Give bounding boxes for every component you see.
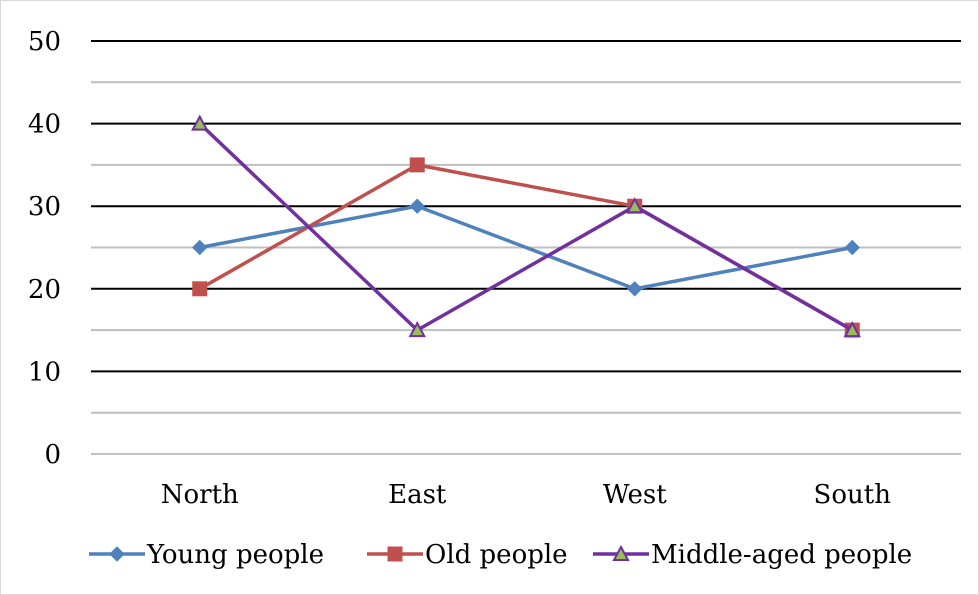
x-category-label: West — [603, 480, 667, 510]
series-line — [198, 122, 854, 332]
y-tick-label: 0 — [44, 440, 61, 470]
y-tick-label: 30 — [28, 192, 61, 222]
data-point-marker — [191, 114, 209, 131]
x-category-label: South — [814, 480, 892, 510]
series-layer — [191, 114, 861, 338]
data-point-marker — [843, 320, 861, 338]
y-axis-ticks: 0 10 20 30 40 50 — [28, 27, 61, 470]
gridlines — [91, 40, 961, 455]
y-tick-label: 40 — [28, 110, 61, 140]
data-point-marker — [408, 320, 426, 338]
legend-label: Young people — [146, 540, 324, 570]
y-tick-label: 20 — [28, 275, 61, 305]
legend-item: Middle-aged people — [593, 540, 912, 570]
data-point-marker — [192, 281, 208, 297]
x-category-label: North — [161, 480, 239, 510]
legend-label: Old people — [425, 540, 568, 570]
data-point-marker — [409, 157, 425, 173]
data-point-marker — [109, 546, 125, 562]
legend-item: Young people — [89, 540, 324, 570]
x-axis-categories: North East West South — [161, 480, 891, 510]
data-point-marker — [844, 239, 860, 256]
data-point-marker — [627, 281, 643, 297]
series-3 — [191, 114, 861, 338]
data-point-marker — [612, 544, 630, 561]
y-tick-label: 10 — [28, 357, 61, 387]
data-point-marker — [409, 198, 425, 214]
legend-label: Middle-aged people — [651, 540, 912, 570]
legend-item: Old people — [367, 540, 568, 570]
data-point-marker — [192, 239, 208, 256]
data-point-marker — [626, 197, 644, 214]
data-point-marker — [387, 546, 403, 562]
legend: Young people Old people Middle-aged people — [89, 540, 912, 570]
y-tick-label: 50 — [28, 27, 61, 57]
x-category-label: East — [388, 480, 447, 510]
